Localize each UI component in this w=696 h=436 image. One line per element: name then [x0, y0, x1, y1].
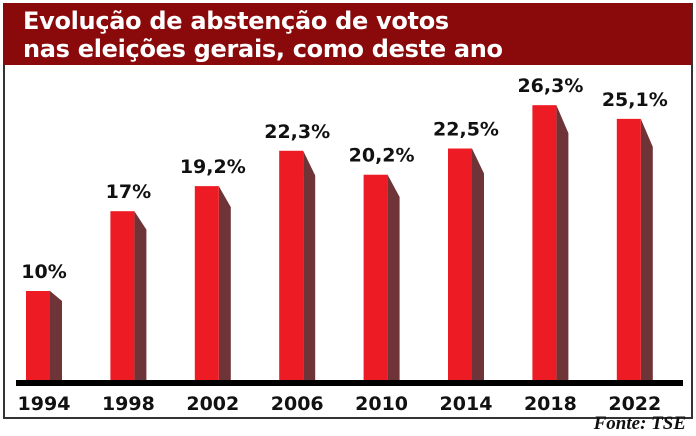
x-tick-label: 1994	[18, 393, 71, 415]
bar-side	[472, 148, 484, 382]
x-tick-label: 2010	[355, 393, 408, 415]
bar-side	[556, 105, 569, 383]
data-label: 22,5%	[433, 119, 499, 141]
x-tick-label: 2022	[608, 393, 661, 415]
bar	[448, 148, 472, 382]
x-axis-baseline	[16, 380, 683, 386]
x-tick-label: 2014	[440, 393, 493, 415]
bar	[110, 211, 135, 382]
data-label: 25,1%	[602, 89, 668, 111]
bar-side	[303, 150, 316, 382]
bar	[363, 174, 388, 382]
bar-side	[218, 186, 231, 382]
x-tick-label: 1998	[102, 393, 155, 415]
bar	[616, 118, 641, 383]
x-tick-label: 2018	[524, 393, 577, 415]
source-note: Fonte: TSE	[593, 413, 686, 434]
x-tick-label: 2006	[271, 393, 324, 415]
bar	[532, 105, 557, 383]
chart-header: Evolução de abstenção de votos nas eleiç…	[3, 3, 691, 65]
bar	[26, 291, 50, 382]
chart-title: Evolução de abstenção de votos nas eleiç…	[23, 7, 503, 63]
bar-side	[50, 291, 62, 382]
bar	[279, 150, 304, 382]
bar-side	[387, 174, 400, 382]
bar-side	[134, 211, 147, 382]
data-label: 17%	[106, 181, 151, 203]
data-label: 22,3%	[264, 121, 330, 143]
bar-side	[640, 118, 653, 383]
data-label: 10%	[21, 261, 66, 283]
data-label: 26,3%	[517, 75, 583, 97]
x-tick-label: 2002	[186, 393, 239, 415]
bar	[194, 186, 219, 382]
data-label: 19,2%	[180, 156, 246, 178]
data-label: 20,2%	[349, 145, 415, 167]
